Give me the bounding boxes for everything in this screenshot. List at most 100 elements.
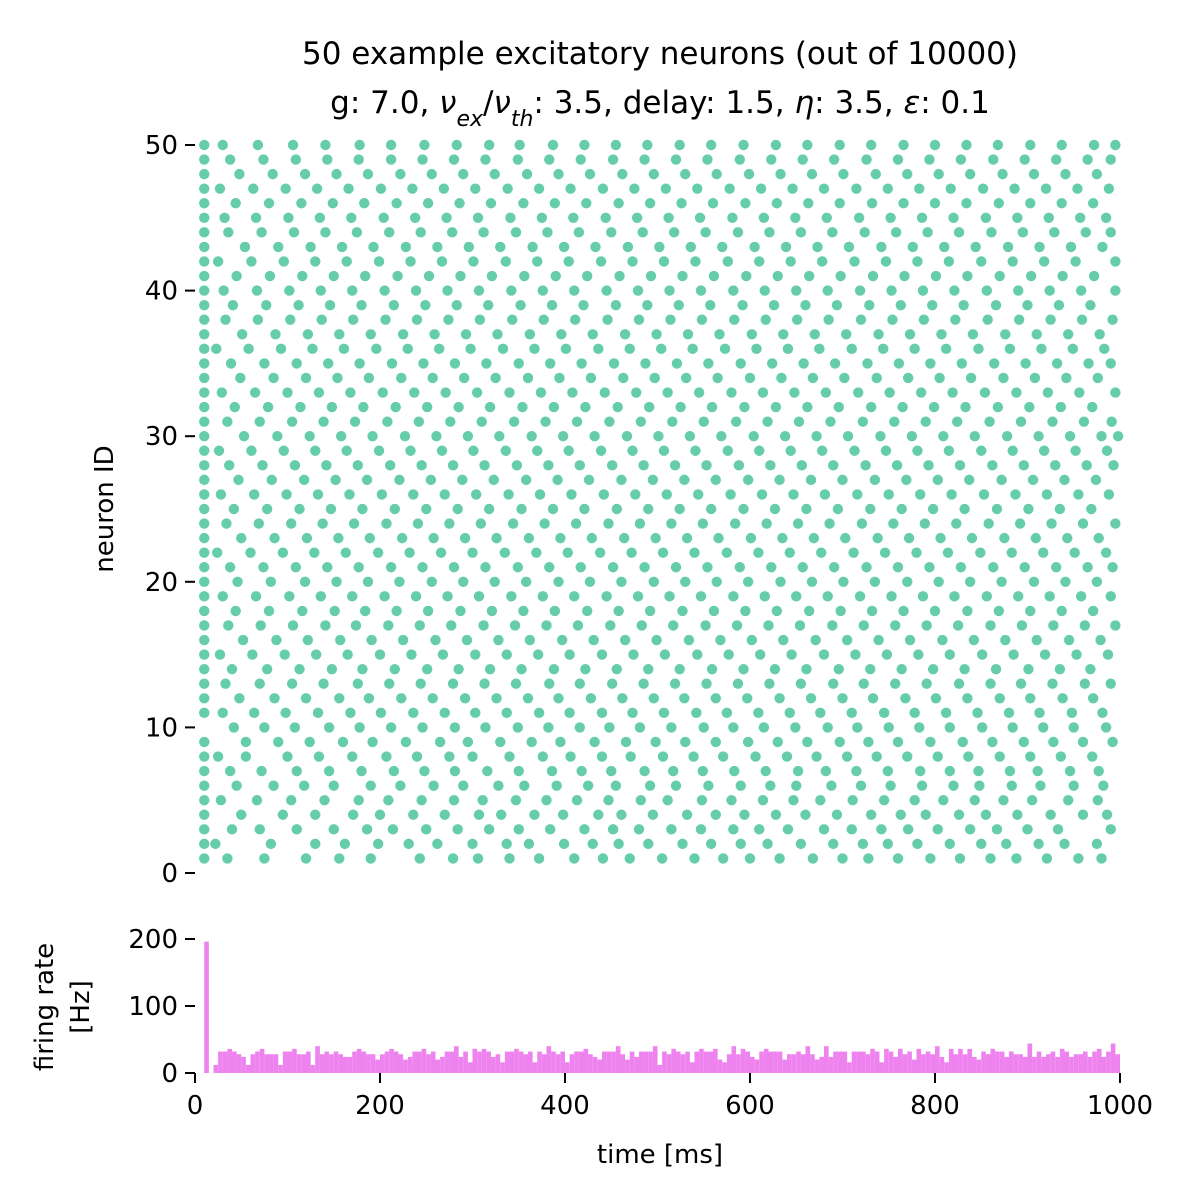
histogram-bar <box>763 1048 769 1073</box>
spike-dot <box>989 358 1000 369</box>
spike-dot <box>846 707 857 719</box>
histogram-bar <box>1022 1056 1028 1073</box>
histogram-bar <box>1115 1054 1120 1073</box>
spike-dot <box>403 838 414 850</box>
spike-dot <box>524 329 536 340</box>
spike-dot <box>317 518 328 529</box>
spike-dot <box>574 722 585 733</box>
spike-dot <box>571 416 583 427</box>
spike-dot <box>733 460 745 471</box>
spike-dot <box>353 154 364 165</box>
spike-dot <box>199 139 210 151</box>
spike-dot <box>946 489 957 500</box>
spike-dot <box>753 707 764 719</box>
spike-dot <box>396 693 407 704</box>
spike-dot <box>199 547 210 558</box>
spike-dot <box>983 518 994 529</box>
spike-dot <box>856 518 868 529</box>
spike-dot <box>372 838 384 850</box>
spike-dot <box>912 256 923 267</box>
spike-dot <box>985 678 996 689</box>
spike-dot <box>703 780 714 791</box>
spike-dot <box>585 693 597 704</box>
spike-dot <box>417 562 428 573</box>
x-tick-label: 1000 <box>1087 1091 1153 1121</box>
spike-dot <box>199 678 210 689</box>
spike-dot <box>256 765 267 777</box>
spike-dot <box>907 241 918 253</box>
spike-dot <box>447 853 459 864</box>
spike-dot <box>617 168 628 180</box>
spike-dot <box>770 401 782 413</box>
spike-dot <box>1077 518 1089 529</box>
histogram-bar <box>680 1054 686 1073</box>
spike-dot <box>790 722 801 733</box>
spike-dot <box>499 547 511 558</box>
spike-dot <box>606 460 618 471</box>
spike-dot <box>462 431 474 442</box>
spike-dot <box>533 707 545 719</box>
spike-dot <box>1068 780 1079 791</box>
spike-dot <box>218 285 229 296</box>
spike-dot <box>234 693 245 704</box>
histogram-bar <box>1041 1056 1046 1073</box>
spike-dot <box>846 824 857 835</box>
spike-dot <box>512 154 524 165</box>
spike-dot <box>771 198 783 209</box>
histogram-bar <box>814 1059 820 1073</box>
spike-dot <box>684 431 696 442</box>
spike-dot <box>414 620 425 631</box>
spike-dot <box>434 343 445 355</box>
spike-dot <box>483 139 495 151</box>
spike-dot <box>734 154 746 165</box>
spike-dot <box>497 343 509 355</box>
histogram-bar <box>800 1054 806 1073</box>
spike-dot <box>1086 503 1097 515</box>
spike-dot <box>854 591 866 602</box>
spike-dot <box>391 198 402 209</box>
spike-dot <box>199 780 210 791</box>
spike-dot <box>758 212 770 223</box>
spike-dot <box>812 241 823 253</box>
spike-dot <box>649 372 660 384</box>
spike-dot <box>504 853 515 864</box>
spike-dot <box>471 387 483 398</box>
spike-dot <box>754 824 765 835</box>
spike-dot <box>288 227 300 238</box>
spike-dot <box>668 765 679 777</box>
spike-dot <box>1036 343 1047 355</box>
spike-dot <box>683 634 695 646</box>
spike-dot <box>825 416 836 427</box>
spike-dot <box>629 183 640 194</box>
histogram-bar <box>745 1051 750 1073</box>
spike-dot <box>375 183 387 194</box>
spike-dot <box>245 547 256 558</box>
spike-dot <box>480 562 491 573</box>
spike-dot <box>754 445 765 456</box>
histogram-bar <box>1106 1051 1111 1073</box>
histogram-bar <box>592 1056 598 1073</box>
spike-dot <box>1096 853 1107 864</box>
spike-dot <box>923 460 934 471</box>
spike-dot <box>347 751 358 762</box>
spike-dot <box>742 693 753 704</box>
spike-dot <box>1070 256 1081 267</box>
spike-dot <box>640 358 651 369</box>
spike-dot <box>1091 576 1103 587</box>
spike-dot <box>356 299 367 311</box>
spike-dot <box>668 620 679 631</box>
spike-dot <box>784 547 795 558</box>
spike-dot <box>579 503 590 515</box>
spike-dot <box>614 270 625 282</box>
spike-dot <box>199 299 210 311</box>
spike-dot <box>1030 532 1042 544</box>
spike-dot <box>236 809 247 820</box>
spike-dot <box>801 663 812 675</box>
spike-dot <box>506 285 517 296</box>
spike-dot <box>418 358 429 369</box>
spike-dot <box>690 445 701 456</box>
histogram-bar <box>689 1062 695 1073</box>
spike-dot <box>787 183 798 194</box>
spike-dot <box>478 227 489 238</box>
spike-dot <box>338 343 350 355</box>
